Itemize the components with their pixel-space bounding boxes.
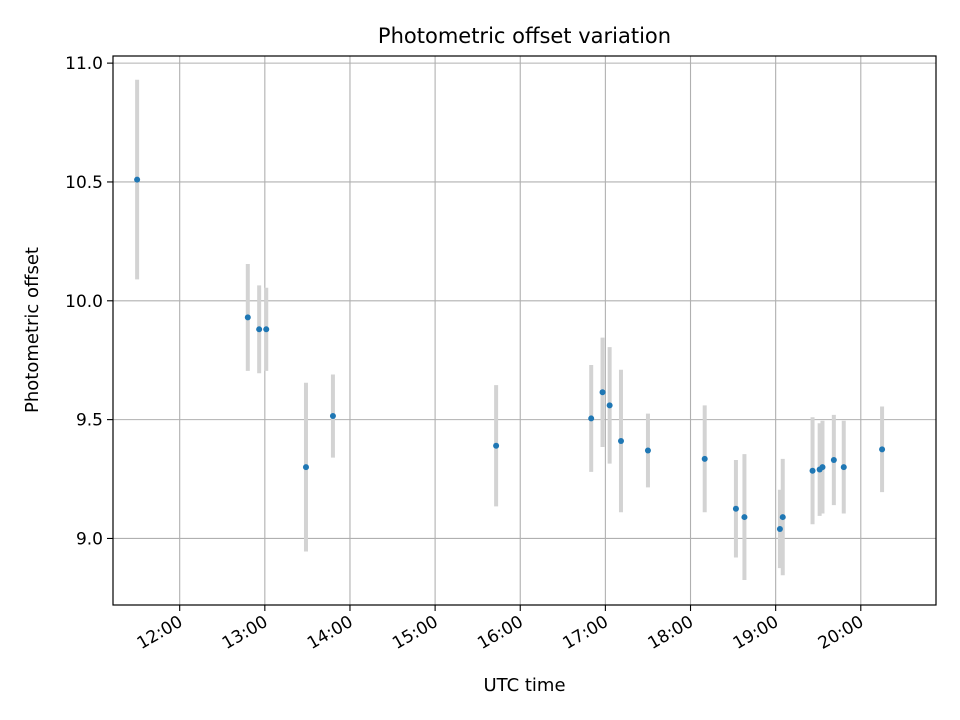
data-point (809, 467, 816, 474)
x-axis-label: UTC time (483, 675, 565, 696)
data-point (599, 389, 606, 396)
data-point (840, 464, 847, 471)
data-point (732, 505, 739, 512)
data-point (617, 438, 624, 445)
data-point (701, 455, 708, 462)
data-point (819, 464, 826, 471)
chart-title: Photometric offset variation (378, 24, 671, 48)
data-points (134, 176, 886, 532)
data-point (493, 442, 500, 449)
data-point (644, 447, 651, 454)
y-tick-label: 11.0 (65, 54, 103, 74)
data-point (776, 525, 783, 532)
data-point (588, 415, 595, 422)
y-tick-label: 10.5 (65, 173, 103, 193)
data-point (830, 457, 837, 464)
data-point (606, 402, 613, 409)
data-point (779, 514, 786, 521)
y-tick-label: 9.5 (76, 411, 103, 431)
data-point (244, 314, 251, 321)
plot-frame (112, 55, 937, 606)
data-point (263, 326, 270, 333)
grid-lines (113, 56, 936, 605)
data-point (741, 514, 748, 521)
data-point (329, 413, 336, 420)
data-point (879, 446, 886, 453)
data-point (302, 464, 309, 471)
data-point (256, 326, 263, 333)
y-tick-label: 9.0 (76, 529, 103, 549)
y-axis-label: Photometric offset (22, 247, 43, 413)
y-axis-ticks: 9.0 9.5 10.0 10.5 11.0 (65, 54, 113, 549)
y-tick-label: 10.0 (65, 292, 103, 312)
data-point (134, 176, 141, 183)
